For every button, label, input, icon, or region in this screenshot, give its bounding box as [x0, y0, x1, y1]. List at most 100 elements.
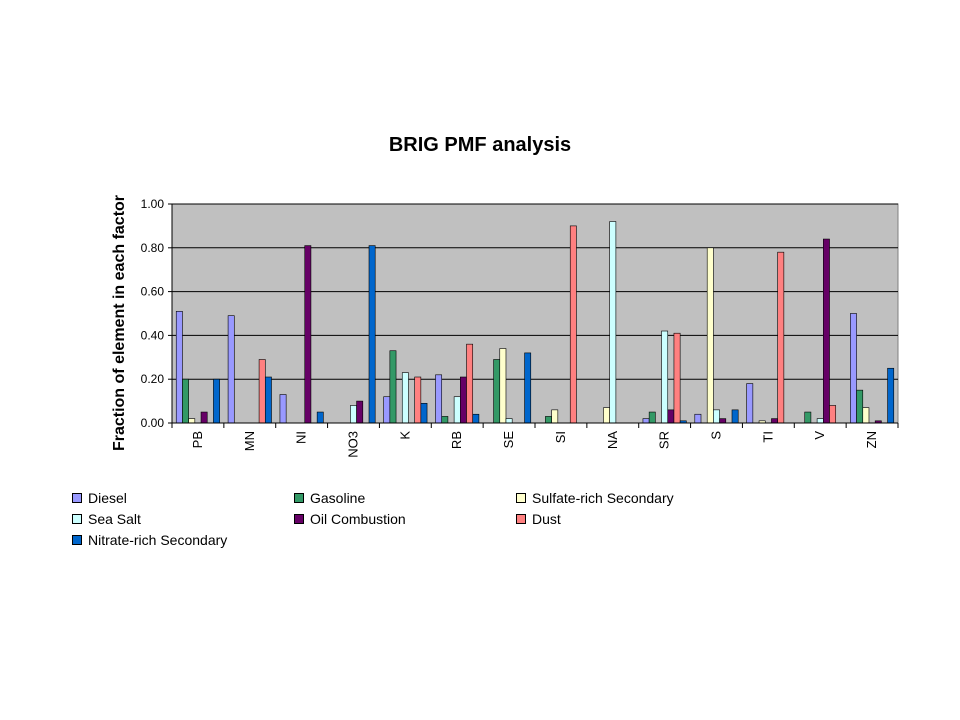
bar-oil-combustion: [200, 411, 208, 424]
legend-label: Dust: [532, 510, 561, 527]
bar-nitrate-rich-secondary: [316, 411, 324, 424]
legend-label: Sea Salt: [88, 510, 141, 527]
bar-diesel: [642, 418, 650, 424]
legend-label: Sulfate-rich Secondary: [532, 489, 674, 506]
bar-diesel: [383, 396, 391, 424]
bar-oil-combustion: [460, 376, 467, 424]
bar-sea-salt: [401, 372, 409, 424]
legend-label: Diesel: [88, 489, 127, 506]
y-tick-label: 0.80: [141, 241, 165, 255]
x-tick-label: NI: [294, 431, 309, 444]
x-tick-label: PB: [190, 431, 205, 448]
bar-gasoline: [545, 416, 552, 424]
legend-swatch: [72, 513, 82, 524]
legend-label: Nitrate-rich Secondary: [88, 531, 228, 548]
legend-swatch: [294, 492, 304, 503]
legend-label: Oil Combustion: [310, 510, 406, 527]
bar-sea-salt: [350, 405, 357, 424]
y-tick-label: 0.00: [141, 416, 165, 430]
bar-diesel: [279, 394, 287, 424]
bar-gasoline: [441, 416, 449, 424]
bar-dust: [414, 376, 422, 424]
bar-sea-salt: [713, 409, 720, 424]
bar-dust: [673, 332, 681, 424]
bar-diesel: [850, 313, 857, 424]
bar-dust: [829, 405, 837, 424]
x-tick-label: SR: [657, 431, 672, 449]
chart-title: BRIG PMF analysis: [388, 134, 572, 156]
bar-diesel: [435, 374, 443, 424]
y-tick-label: 0.40: [141, 328, 165, 342]
bar-nitrate-rich-secondary: [472, 413, 480, 424]
legend-item: Diesel: [72, 488, 294, 507]
bar-oil-combustion: [823, 238, 830, 424]
legend-swatch: [72, 534, 82, 545]
plot-area: 0.00 0.20 0.40 0.60 0.80 1.00 PB MN NI NO3 K RB SE SI…: [141, 197, 899, 458]
legend-swatch: [294, 513, 304, 524]
bar-diesel: [694, 413, 702, 424]
bar-oil-combustion: [667, 409, 675, 424]
bar-oil-combustion: [719, 418, 727, 424]
bar-dust: [466, 343, 474, 424]
bar-sea-salt: [661, 330, 669, 424]
bar-dust: [569, 225, 577, 424]
x-tick-label: V: [812, 431, 827, 440]
x-tick-label: S: [709, 431, 724, 440]
bar-diesel: [227, 315, 235, 424]
x-tick-label: MN: [242, 431, 257, 451]
bar-gasoline: [493, 359, 501, 424]
legend-item: Sulfate-rich Secondary: [516, 488, 756, 507]
bar-nitrate-rich-secondary: [887, 367, 895, 424]
bar-sulfate-rich-secondary: [551, 409, 559, 424]
x-tick-label: K: [397, 431, 412, 440]
bar-diesel: [175, 311, 183, 424]
x-tick-label: ZN: [864, 431, 879, 448]
bar-oil-combustion: [304, 245, 312, 424]
x-tick-label: RB: [449, 431, 464, 449]
bar-gasoline: [648, 411, 656, 424]
bar-gasoline: [804, 411, 812, 424]
y-tick-label: 0.60: [141, 285, 165, 299]
legend-swatch: [516, 492, 526, 503]
x-tick-label: TI: [760, 431, 775, 443]
bar-sulfate-rich-secondary: [499, 348, 507, 424]
legend-swatch: [516, 513, 526, 524]
bar-nitrate-rich-secondary: [524, 352, 532, 424]
bar-sea-salt: [816, 418, 824, 424]
bar-sulfate-rich-secondary: [862, 407, 870, 424]
bar-sea-salt: [609, 221, 617, 424]
y-tick-label: 1.00: [141, 197, 165, 211]
y-tick-label: 0.20: [141, 372, 165, 386]
legend-item: Gasoline: [294, 488, 516, 507]
bar-nitrate-rich-secondary: [368, 245, 376, 424]
bar-nitrate-rich-secondary: [264, 376, 272, 424]
bar-gasoline: [182, 378, 189, 424]
bar-chart: 0.00 0.20 0.40 0.60 0.80 1.00 PB MN NI NO3 K RB SE SI…: [111, 195, 899, 458]
bar-nitrate-rich-secondary: [213, 378, 220, 424]
bar-sulfate-rich-secondary: [706, 247, 714, 424]
bar-oil-combustion: [771, 418, 778, 424]
bar-nitrate-rich-secondary: [420, 402, 428, 424]
bar-gasoline: [856, 389, 864, 424]
bar-sea-salt: [453, 396, 461, 424]
bar-dust: [777, 251, 785, 424]
x-tick-label: NO3: [346, 431, 361, 458]
bar-sea-salt: [505, 418, 513, 424]
x-tick-label: NA: [605, 431, 620, 449]
x-tick-label: SI: [553, 431, 568, 443]
legend-item: Oil Combustion: [294, 509, 516, 528]
legend-label: Gasoline: [310, 489, 366, 506]
plot-background: [171, 203, 899, 424]
bar-oil-combustion: [356, 400, 364, 424]
bar-dust: [258, 359, 266, 424]
bar-sulfate-rich-secondary: [188, 418, 196, 424]
legend-item: Sea Salt: [72, 509, 294, 528]
bar-nitrate-rich-secondary: [731, 409, 739, 424]
legend-item: Dust: [516, 509, 756, 528]
bar-sulfate-rich-secondary: [603, 407, 610, 424]
x-tick-label: SE: [501, 431, 516, 449]
legend-item: Nitrate-rich Secondary: [72, 530, 294, 549]
chart-legend: Diesel Gasoline Sulfate-rich Secondary Sea …: [72, 488, 792, 549]
y-axis-label: Fraction of element in each factor: [111, 195, 128, 451]
bar-gasoline: [389, 350, 397, 424]
